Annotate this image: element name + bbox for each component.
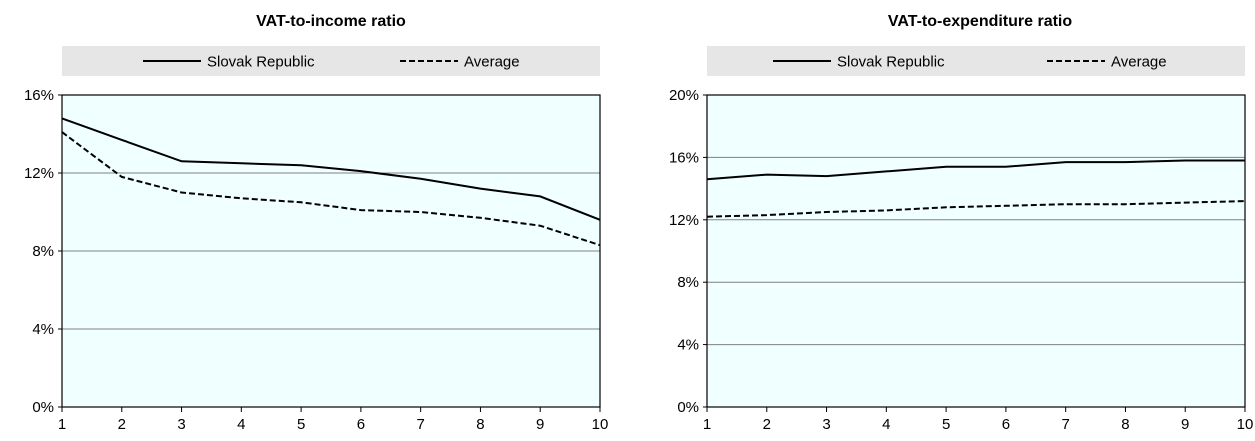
y-tick-label: 20% (669, 87, 699, 104)
x-tick-label: 9 (536, 416, 544, 433)
y-tick-label: 4% (32, 321, 54, 338)
x-tick-label: 1 (58, 416, 66, 433)
y-tick-label: 16% (669, 149, 699, 166)
plot-border (706, 94, 1246, 408)
legend-label: Slovak Republic (837, 54, 945, 71)
x-tick-label: 3 (177, 416, 185, 433)
x-tick-label: 4 (882, 416, 890, 433)
chart-title: VAT-to-income ratio (256, 13, 406, 30)
chart-vat-to-expenditure: VAT-to-expenditure ratio Slovak Republic A… (640, 0, 1255, 441)
x-tick-label: 7 (1061, 416, 1069, 433)
x-tick-label: 2 (763, 416, 771, 433)
series-line-slovak-republic (61, 117, 601, 221)
legend: Slovak Republic Average (143, 54, 520, 71)
legend-label: Average (1111, 54, 1167, 71)
x-tick-label: 10 (592, 416, 609, 433)
chart-title: VAT-to-expenditure ratio (888, 13, 1073, 30)
plot-border (61, 94, 601, 408)
legend-label: Average (464, 54, 520, 71)
x-tick-label: 8 (476, 416, 484, 433)
x-tick-label: 6 (1002, 416, 1010, 433)
x-tick-label: 10 (1237, 416, 1254, 433)
x-tick-label: 4 (237, 416, 245, 433)
legend: Slovak Republic Average (773, 54, 1167, 71)
y-tick-label: 12% (669, 212, 699, 229)
x-tick-label: 7 (416, 416, 424, 433)
plot-area (707, 95, 1245, 407)
x-tick-label: 9 (1181, 416, 1189, 433)
y-tick-label: 0% (677, 399, 699, 416)
x-tick-label: 6 (357, 416, 365, 433)
chart-vat-to-income: VAT-to-income ratio Slovak Republic Averag… (0, 0, 615, 441)
y-tick-label: 16% (24, 87, 54, 104)
y-tick-label: 8% (32, 243, 54, 260)
y-tick-label: 4% (677, 337, 699, 354)
x-tick-label: 3 (822, 416, 830, 433)
x-tick-label: 1 (703, 416, 711, 433)
y-tick-label: 8% (677, 274, 699, 291)
chart-vat-to-income-svg: VAT-to-income ratio Slovak Republic Averag… (24, 13, 609, 433)
x-tick-label: 5 (942, 416, 950, 433)
x-tick-label: 2 (118, 416, 126, 433)
y-tick-label: 12% (24, 165, 54, 182)
series-line-slovak-republic (706, 159, 1245, 181)
y-tick-label: 0% (32, 399, 54, 416)
x-tick-label: 8 (1121, 416, 1129, 433)
chart-vat-to-expenditure-svg: VAT-to-expenditure ratio Slovak Republic A… (669, 13, 1254, 433)
legend-label: Slovak Republic (207, 54, 315, 71)
x-tick-label: 5 (297, 416, 305, 433)
